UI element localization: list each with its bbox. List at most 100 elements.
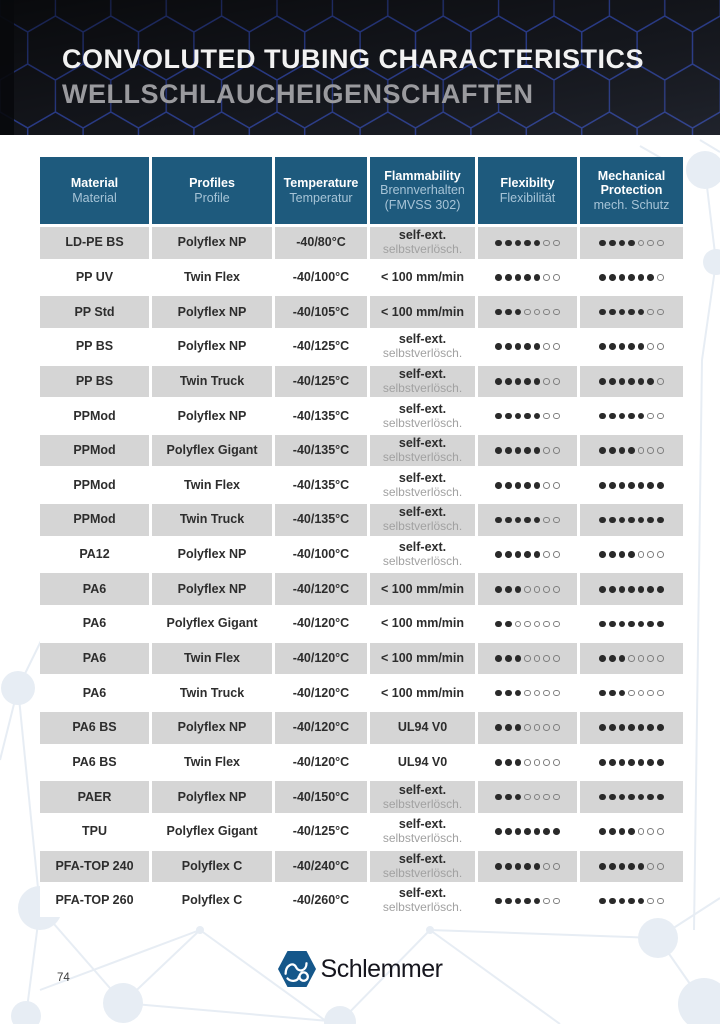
- cell-profile: Polyflex NP: [152, 227, 272, 259]
- rating-dot-filled: [628, 447, 635, 454]
- cell-material-label: PA12: [79, 547, 110, 562]
- flammability-en: < 100 mm/min: [380, 651, 465, 665]
- rating-dot-filled: [524, 516, 531, 524]
- schlemmer-wordmark: Schlemmer: [320, 954, 443, 983]
- rating-dot-filled: [599, 759, 607, 766]
- rating-dot-filled: [524, 482, 531, 489]
- cell-profile-label: Polyflex NP: [177, 408, 247, 423]
- mechanical-protection-rating: [580, 469, 683, 502]
- cell-material-label: PFA-TOP 260: [55, 893, 134, 908]
- flexibility-rating: [478, 296, 577, 328]
- rating-dot-filled: [514, 828, 522, 835]
- rating-dot-filled: [495, 482, 503, 489]
- rating-dot-filled: [609, 482, 616, 489]
- flammability-de: selbstverlösch.: [382, 865, 463, 880]
- rating-dot-filled: [628, 585, 635, 593]
- cell-profile-label: Polyflex Gigant: [166, 443, 258, 458]
- cell-temperature: -40/120°C: [275, 573, 367, 606]
- rating-dot-filled: [514, 447, 522, 454]
- cell-temperature-label: -40/240°C: [292, 858, 350, 873]
- cell-temperature-label: -40/135°C: [292, 443, 350, 458]
- column-header-material: Material Material: [40, 157, 149, 224]
- cell-temperature-label: -40/120°C: [292, 685, 350, 700]
- cell-material: PPMod: [40, 400, 149, 432]
- rating-dot-filled: [599, 620, 607, 628]
- rating-dot-filled: [609, 378, 616, 385]
- rating-dot-filled: [609, 274, 616, 281]
- rating-dot-filled: [514, 863, 522, 870]
- rating-dot-empty: [656, 378, 664, 385]
- rating-dot-filled: [533, 274, 541, 281]
- rating-dot-filled: [618, 308, 626, 316]
- flexibility-rating: [478, 261, 577, 294]
- rating-dot-empty: [628, 655, 635, 662]
- rating-dot-empty: [543, 863, 550, 870]
- rating-dot-filled: [495, 863, 503, 870]
- cell-profile: Polyflex C: [152, 850, 272, 883]
- rating-dot-filled: [495, 759, 503, 766]
- rating-dot-filled: [514, 551, 522, 558]
- rating-dot-filled: [533, 343, 541, 351]
- cell-profile: Twin Flex: [152, 642, 272, 675]
- flammability-en: < 100 mm/min: [380, 685, 465, 700]
- rating-dot-empty: [552, 551, 560, 558]
- rating-dot-filled: [524, 239, 531, 247]
- mechanical-protection-rating: [580, 400, 683, 432]
- column-header-material-de: Material: [72, 190, 117, 205]
- rating-dot-empty: [543, 655, 550, 662]
- rating-dot-filled: [628, 308, 635, 316]
- flexibility-rating: [478, 573, 577, 606]
- rating-dot-filled: [495, 655, 503, 662]
- cell-temperature: -40/80°C: [275, 227, 367, 259]
- column-header-mechanical: Mechanical Protection mech. Schutz: [580, 157, 683, 224]
- flexibility-rating: [478, 365, 577, 398]
- flexibility-rating: [478, 815, 577, 848]
- cell-temperature-label: -40/120°C: [292, 651, 350, 665]
- flammability-en: self-ext.: [398, 470, 447, 485]
- cell-temperature: -40/125°C: [275, 365, 367, 398]
- cell-material-label: PA6 BS: [72, 754, 117, 769]
- cell-temperature: -40/240°C: [275, 850, 367, 883]
- flammability-en: UL94 V0: [397, 754, 448, 769]
- flammability-de: selbstverlösch.: [382, 346, 463, 361]
- cell-flammability: < 100 mm/min: [370, 642, 475, 675]
- rating-dot-filled: [599, 793, 607, 801]
- rating-dot-filled: [524, 378, 531, 385]
- characteristics-table: Material Material Profiles Profile Tempe…: [40, 157, 683, 917]
- rating-dot-empty: [647, 412, 654, 420]
- rating-dot-empty: [552, 412, 560, 420]
- cell-profile-label: Polyflex NP: [177, 304, 247, 319]
- rating-dot-filled: [609, 655, 616, 662]
- flammability-en: < 100 mm/min: [380, 269, 465, 284]
- cell-material: LD-PE BS: [40, 227, 149, 259]
- cell-material-label: PA6: [82, 581, 107, 596]
- cell-flammability: < 100 mm/min: [370, 296, 475, 328]
- flexibility-rating: [478, 850, 577, 883]
- rating-dot-filled: [543, 828, 550, 835]
- cell-profile: Polyflex C: [152, 885, 272, 917]
- rating-dot-empty: [647, 308, 654, 316]
- rating-dot-filled: [637, 863, 645, 870]
- flexibility-rating: [478, 330, 577, 363]
- rating-dot-filled: [618, 551, 626, 558]
- column-header-temperature-en: Temperature: [283, 176, 359, 190]
- column-header-flexibility: Flexibilty Flexibilität: [478, 157, 577, 224]
- flexibility-rating: [478, 504, 577, 536]
- cell-temperature: -40/125°C: [275, 330, 367, 363]
- cell-temperature: -40/120°C: [275, 608, 367, 640]
- mechanical-protection-rating: [580, 642, 683, 675]
- rating-dot-filled: [628, 274, 635, 281]
- rating-dot-empty: [647, 897, 654, 905]
- flammability-en: self-ext.: [398, 851, 447, 866]
- cell-profile: Twin Truck: [152, 677, 272, 709]
- rating-dot-filled: [495, 724, 503, 732]
- column-header-flammability: Flammability Brennverhalten (FMVSS 302): [370, 157, 475, 224]
- rating-dot-filled: [637, 585, 645, 593]
- rating-dot-empty: [552, 378, 560, 385]
- cell-temperature: -40/100°C: [275, 261, 367, 294]
- rating-dot-empty: [533, 759, 541, 766]
- mechanical-protection-rating: [580, 227, 683, 259]
- rating-dot-filled: [609, 897, 616, 905]
- cell-profile-label: Twin Flex: [183, 269, 241, 284]
